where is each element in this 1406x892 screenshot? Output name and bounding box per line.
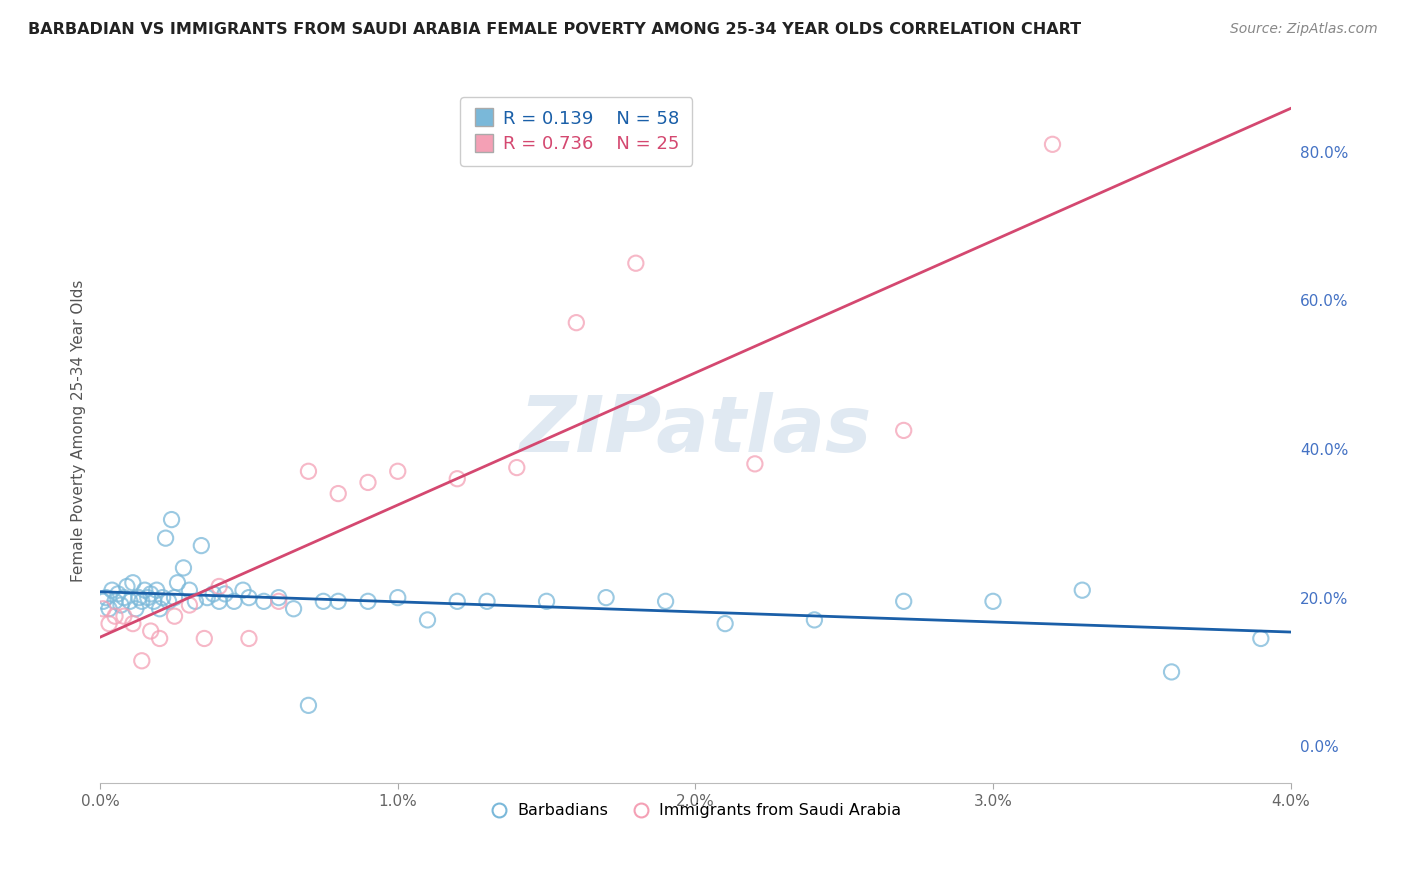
Point [134,583,156,598]
Point [125,601,148,615]
Point [139,587,162,601]
Point [166,575,188,590]
Point [104,594,127,608]
Point [803,613,825,627]
Point [139,624,162,638]
Point [744,457,766,471]
Text: Source: ZipAtlas.com: Source: ZipAtlas.com [1230,22,1378,37]
Point [267,594,290,608]
Point [536,594,558,608]
Text: ZIPatlas: ZIPatlas [519,392,872,468]
Text: BARBADIAN VS IMMIGRANTS FROM SAUDI ARABIA FEMALE POVERTY AMONG 25-34 YEAR OLDS C: BARBADIAN VS IMMIGRANTS FROM SAUDI ARABI… [28,22,1081,37]
Point [121,575,143,590]
Point [1250,632,1272,646]
Point [893,594,915,608]
Point [136,591,159,605]
Point [208,579,231,593]
Point [1071,583,1094,598]
Point [157,594,180,608]
Point [190,539,212,553]
Point [91,601,114,615]
Point [624,256,647,270]
Point [1042,137,1064,152]
Point [714,616,737,631]
Point [283,601,305,615]
Point [416,613,439,627]
Point [312,594,335,608]
Point [179,583,201,598]
Y-axis label: Female Poverty Among 25-34 Year Olds: Female Poverty Among 25-34 Year Olds [72,279,86,582]
Point [328,594,350,608]
Point [357,475,380,490]
Point [101,583,124,598]
Point [357,594,380,608]
Point [131,654,153,668]
Point [163,609,186,624]
Point [94,591,117,605]
Point [163,591,186,605]
Point [98,616,121,631]
Point [506,460,529,475]
Point [121,616,143,631]
Point [253,594,276,608]
Point [142,594,165,608]
Point [565,316,588,330]
Point [387,591,409,605]
Point [193,632,215,646]
Point [91,594,114,608]
Point [222,594,245,608]
Point [446,594,468,608]
Point [893,424,915,438]
Point [131,594,153,608]
Point [172,561,194,575]
Point [446,472,468,486]
Point [112,591,135,605]
Point [152,591,174,605]
Point [104,609,127,624]
Point [160,512,183,526]
Point [149,632,172,646]
Point [118,594,141,608]
Point [98,601,121,615]
Point [475,594,498,608]
Point [179,598,201,612]
Point [1160,665,1182,679]
Point [155,531,177,545]
Legend: Barbadians, Immigrants from Saudi Arabia: Barbadians, Immigrants from Saudi Arabia [484,797,907,825]
Point [107,587,129,601]
Point [297,464,319,478]
Point [981,594,1004,608]
Point [184,594,207,608]
Point [232,583,254,598]
Point [654,594,676,608]
Point [145,583,167,598]
Point [195,591,218,605]
Point [149,601,172,615]
Point [267,591,290,605]
Point [202,587,225,601]
Point [328,486,350,500]
Point [214,587,236,601]
Point [595,591,617,605]
Point [208,594,231,608]
Point [110,598,132,612]
Point [128,591,150,605]
Point [297,698,319,713]
Point [387,464,409,478]
Point [115,579,138,593]
Point [112,609,135,624]
Point [238,632,260,646]
Point [238,591,260,605]
